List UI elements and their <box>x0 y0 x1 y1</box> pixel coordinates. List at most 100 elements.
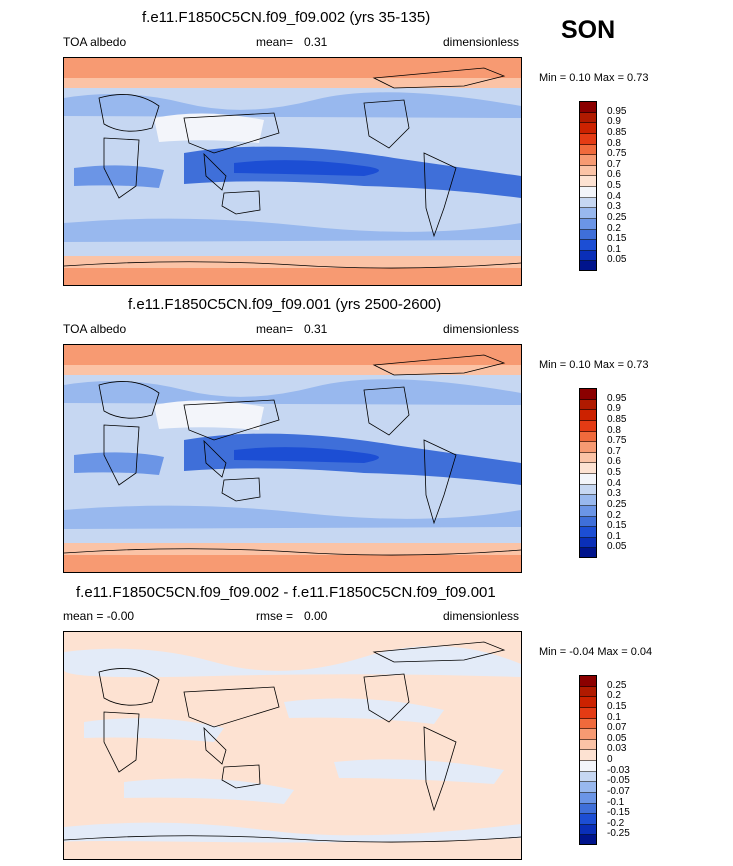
colorbar-segment <box>580 399 596 411</box>
colorbar-segment <box>580 484 596 496</box>
colorbar-segment <box>580 165 596 177</box>
colorbar-tick-label: 0.6 <box>607 169 621 181</box>
colorbar-segment <box>580 739 596 751</box>
colorbar-tick-label: 0.25 <box>607 211 627 223</box>
panel-3-map-field <box>64 632 521 859</box>
colorbar-tick-label: 0.07 <box>607 722 627 734</box>
colorbar-tick-label: 0.3 <box>607 488 621 500</box>
colorbar-tick-label: 0.05 <box>607 254 627 266</box>
colorbar-segment <box>580 697 596 708</box>
colorbar-segment <box>580 123 596 134</box>
panel-3-mean-label: mean = -0.00 <box>63 609 134 623</box>
colorbar-segment <box>580 431 596 443</box>
colorbar-tick-label: 0.8 <box>607 137 621 149</box>
panel-3-rmse-value: 0.00 <box>304 609 328 623</box>
panel-3-mean-label-text: mean = <box>63 609 107 623</box>
colorbar-tick-label: 0.2 <box>607 690 621 702</box>
colorbar-tick-label: 0.03 <box>607 743 627 755</box>
colorbar-tick-label: 0.2 <box>607 222 621 234</box>
panel-2-map <box>63 344 522 573</box>
panel-1-units: dimensionless <box>443 35 520 49</box>
colorbar-tick-label: 0.25 <box>607 679 627 691</box>
colorbar-tick-label: -0.15 <box>607 807 630 819</box>
colorbar-tick-label: 0.5 <box>607 467 621 478</box>
colorbar-segment <box>580 410 596 421</box>
colorbar-segment <box>580 771 596 783</box>
colorbar-segment <box>580 155 596 166</box>
colorbar-tick-label: 0.15 <box>607 233 627 245</box>
colorbar-tick-label: 0.05 <box>607 541 627 553</box>
colorbar-tick-label: 0.95 <box>607 392 627 404</box>
panel-3-min-max: Min = -0.04 Max = 0.04 <box>539 646 653 658</box>
colorbar-tick-label: -0.1 <box>607 796 625 808</box>
panel-1-min-max: Min = 0.10 Max = 0.73 <box>539 72 649 84</box>
colorbar-segment <box>580 824 596 836</box>
panel-1-title: f.e11.F1850C5CN.f09_f09.002 (yrs 35-135) <box>142 9 431 26</box>
colorbar-tick-label: 0 <box>607 754 613 765</box>
colorbar-tick-label: 0.4 <box>607 190 621 202</box>
panel-1-map <box>63 57 522 286</box>
colorbar-tick-label: 0.05 <box>607 732 627 744</box>
colorbar-tick-label: 0.25 <box>607 498 627 510</box>
panel-1-mean-label: mean= <box>256 35 294 49</box>
colorbar-segment <box>580 176 596 187</box>
colorbar-tick-label: 0.75 <box>607 435 627 447</box>
colorbar-tick-label: 0.15 <box>607 700 627 712</box>
panel-3-rmse-label: rmse = <box>256 609 294 623</box>
colorbar-segment <box>580 527 596 538</box>
season-label: SON <box>561 16 616 44</box>
colorbar-segment <box>580 229 596 241</box>
colorbar-segment <box>580 463 596 474</box>
colorbar-segment <box>580 707 596 719</box>
colorbar-segment <box>580 729 596 740</box>
colorbar-tick-label: 0.9 <box>607 116 621 128</box>
colorbar-tick-label: 0.8 <box>607 424 621 436</box>
colorbar-tick-label: 0.5 <box>607 180 621 191</box>
colorbar-segment <box>580 495 596 506</box>
colorbar-tick-label: 0.85 <box>607 126 627 138</box>
colorbar-tick-label: 0.1 <box>607 243 621 255</box>
panel-3-title: f.e11.F1850C5CN.f09_f09.002 - f.e11.F185… <box>76 584 496 601</box>
colorbar-segment <box>580 516 596 528</box>
colorbar-segment <box>580 452 596 464</box>
colorbar-tick-label: 0.2 <box>607 509 621 521</box>
colorbar-tick-label: 0.85 <box>607 413 627 425</box>
colorbar-segment <box>580 197 596 209</box>
colorbar-segment <box>580 505 596 517</box>
panel-2-mean-value: 0.31 <box>304 322 328 336</box>
colorbar-tick-label: -0.25 <box>607 828 630 840</box>
panel-1-mean-value: 0.31 <box>304 35 328 49</box>
panel-1-variable: TOA albedo <box>63 35 127 49</box>
panel-2-variable: TOA albedo <box>63 322 127 336</box>
colorbar-segment <box>580 102 596 113</box>
colorbar-segment <box>580 187 596 198</box>
colorbar-tick-label: 0.4 <box>607 477 621 489</box>
panel-3-colorbar <box>579 675 597 845</box>
colorbar-segment <box>580 792 596 804</box>
colorbar-tick-label: -0.2 <box>607 817 625 829</box>
colorbar-segment <box>580 835 596 844</box>
panel-3-mean-value: -0.00 <box>106 609 135 623</box>
panel-3-units: dimensionless <box>443 609 520 623</box>
panel-2-title: f.e11.F1850C5CN.f09_f09.001 (yrs 2500-26… <box>128 296 442 313</box>
colorbar-tick-label: 0.6 <box>607 456 621 468</box>
colorbar-tick-label: -0.03 <box>607 764 630 776</box>
colorbar-segment <box>580 389 596 400</box>
colorbar-segment <box>580 112 596 124</box>
colorbar-segment <box>580 803 596 815</box>
colorbar-segment <box>580 218 596 230</box>
colorbar-tick-label: -0.05 <box>607 775 630 787</box>
colorbar-segment <box>580 750 596 761</box>
colorbar-tick-label: 0.75 <box>607 148 627 160</box>
colorbar-tick-label: 0.9 <box>607 403 621 415</box>
colorbar-tick-label: 0.7 <box>607 158 621 170</box>
panel-2-map-field <box>64 345 521 572</box>
colorbar-segment <box>580 442 596 453</box>
colorbar-segment <box>580 814 596 825</box>
panel-1-colorbar <box>579 101 597 271</box>
colorbar-tick-label: 0.7 <box>607 445 621 457</box>
colorbar-segment <box>580 250 596 262</box>
colorbar-segment <box>580 537 596 549</box>
colorbar-segment <box>580 761 596 772</box>
panel-2-min-max: Min = 0.10 Max = 0.73 <box>539 359 649 371</box>
